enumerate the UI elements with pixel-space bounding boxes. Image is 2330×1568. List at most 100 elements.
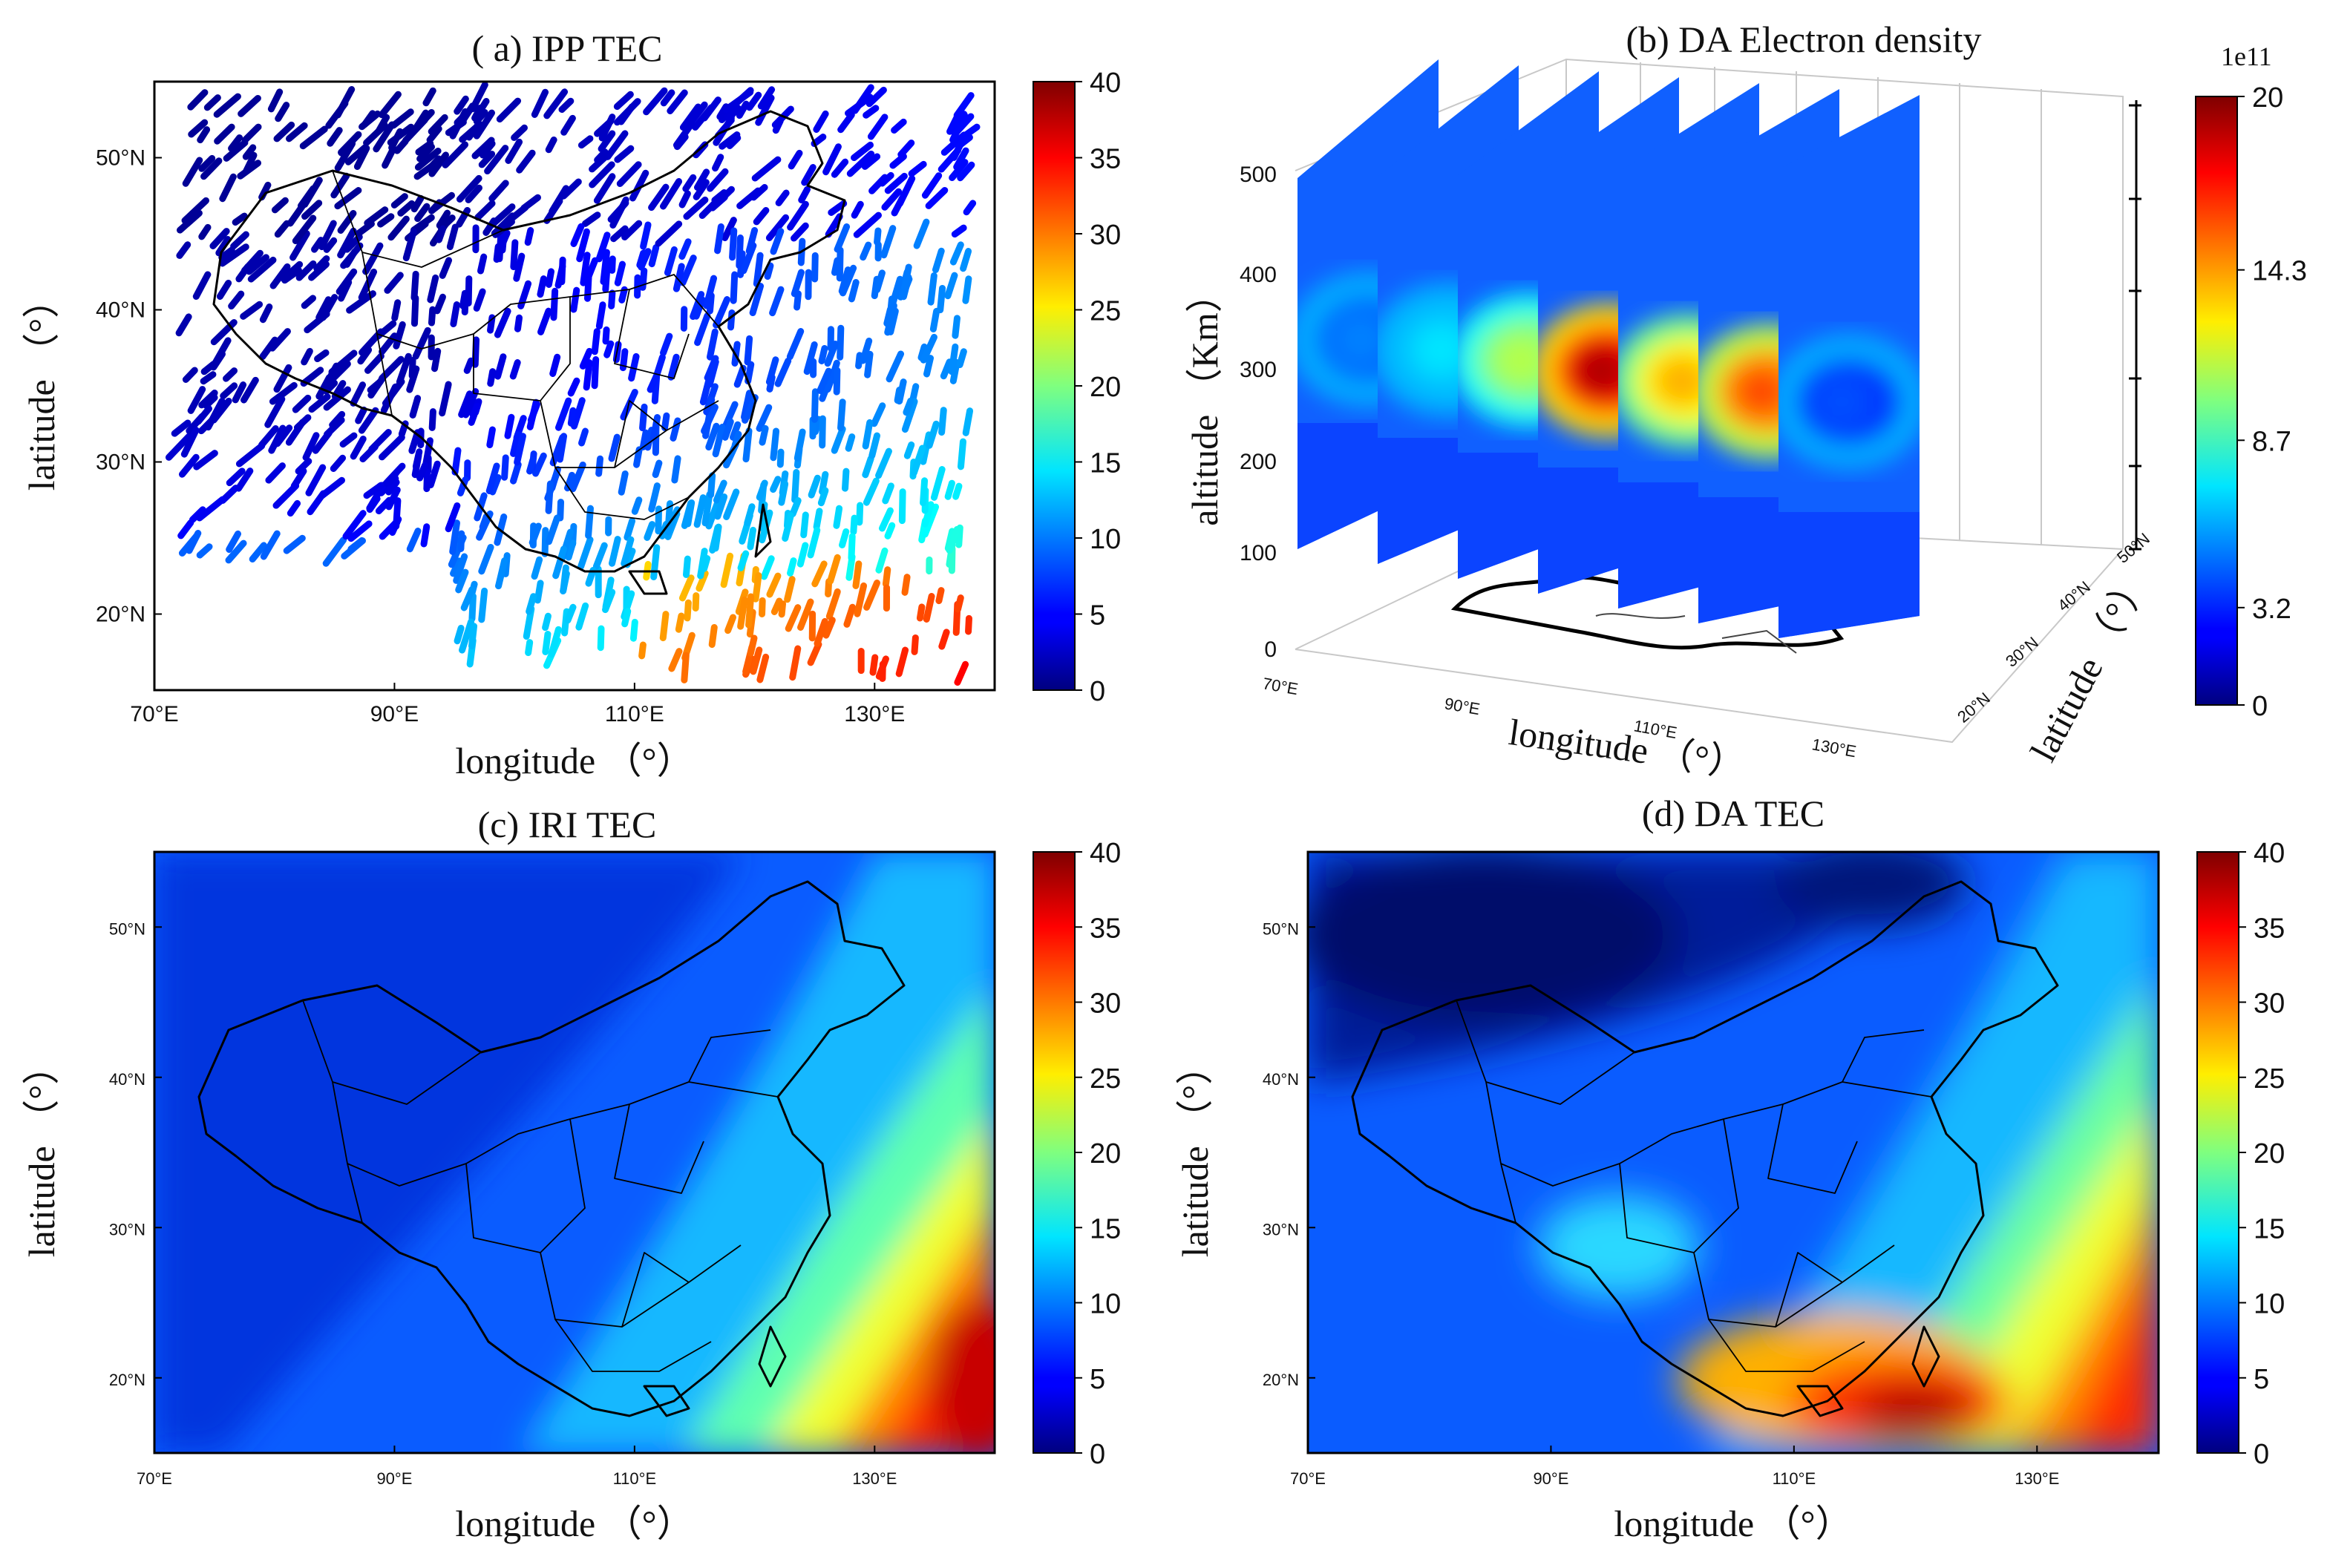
ipp-track [478,587,488,623]
ipp-track [736,187,762,209]
ipp-track [323,379,338,395]
ipp-track [759,597,766,617]
ipp-track [415,140,434,156]
ipp-track [364,352,384,374]
ipp-track [246,254,269,275]
colorbar-d-gradient [2196,851,2239,1454]
ipp-track [414,147,442,171]
ipp-track [219,243,249,267]
ipp-track [567,377,580,397]
ipp-track [471,336,480,368]
ipp-track [925,186,949,209]
ipp-track [722,88,754,114]
ipp-track [213,93,241,118]
ipp-track [225,539,247,564]
ipp-track [473,108,488,125]
ipp-track [940,358,953,380]
ylabel: latitude （°） [21,281,62,491]
ipp-track [330,172,350,199]
lon-tick-90: 90°E [1443,694,1482,718]
ytick-label-40: 40°N [1263,1070,1299,1089]
ipp-track [644,521,656,541]
ipp-track [819,377,833,402]
ipp-track [603,340,615,358]
ytick-label-50: 50°N [96,146,145,171]
ipp-track [705,500,721,530]
ipp-track [397,200,416,217]
ipp-track [760,555,775,580]
ipp-track [619,348,629,372]
ipp-track [526,456,537,475]
cbar-tick-10: 10 [1090,1289,1121,1320]
ipp-track [660,332,673,356]
ipp-track [575,602,589,631]
ipp-track [770,476,782,493]
ipp-track [682,174,697,192]
ipp-track [782,512,794,542]
ipp-track [884,302,897,336]
xtick-label-90: 90°E [370,702,419,726]
ipp-track [848,279,860,303]
ipp-track [707,472,716,499]
ipp-track [182,157,203,187]
ipp-track [477,253,488,275]
ipp-track [875,547,889,574]
xtick-label-110: 110°E [1773,1469,1816,1488]
ipp-track-group [165,82,981,686]
ipp-track [293,414,312,431]
ipp-track [930,466,946,501]
ipp-track [668,648,683,672]
ipp-track [301,200,323,220]
ipp-track [618,286,628,304]
ipp-track [363,482,384,499]
ipp-track [428,408,436,431]
ipp-track [648,244,660,268]
ipp-track [624,548,636,568]
ipp-track [791,468,800,504]
ipp-track [408,429,422,454]
ipp-track [315,296,332,321]
cbar-b-tick-14.3: 14.3 [2252,256,2307,287]
panel-c-title: (c) IRI TEC [478,804,657,845]
ipp-track [811,388,819,423]
ipp-track [358,407,379,434]
ipp-track [196,543,213,559]
ipp-track [775,189,790,206]
ipp-track [589,154,608,173]
ipp-track [223,367,238,382]
alt-tick-100: 100 [1240,541,1277,565]
ipp-track [664,500,674,536]
ipp-track [478,543,494,575]
ipp-track [957,438,966,470]
ipp-track [752,572,762,603]
ytick-label-40: 40°N [96,298,145,323]
ipp-track [745,361,755,385]
ipp-track [427,155,442,171]
ipp-track [420,523,431,548]
cbar-tick-15: 15 [2254,1213,2285,1244]
ipp-track [269,263,291,289]
panel-a-ipp-tec: ( a) IPP TEC [153,27,996,692]
ipp-track [618,103,635,125]
ipp-track [724,614,736,634]
slice-peak [1332,313,1390,366]
ipp-track [219,173,237,203]
ipp-track [380,383,399,414]
ipp-track [837,111,855,134]
ipp-track [338,278,353,302]
ipp-track [684,599,692,622]
ipp-track [671,455,681,484]
ylabel: latitude （°） [1174,1048,1216,1257]
ipp-track [323,386,351,411]
ipp-track [427,274,439,304]
ipp-track [712,424,726,458]
ipp-track [921,503,940,538]
cbar-tick-40: 40 [1090,838,1121,869]
ipp-track [192,271,212,300]
xtick-label-110: 110°E [613,1469,657,1488]
ipp-track [745,593,755,629]
ipp-track [416,462,428,482]
ipp-track [594,117,615,137]
ipp-track [954,660,969,686]
